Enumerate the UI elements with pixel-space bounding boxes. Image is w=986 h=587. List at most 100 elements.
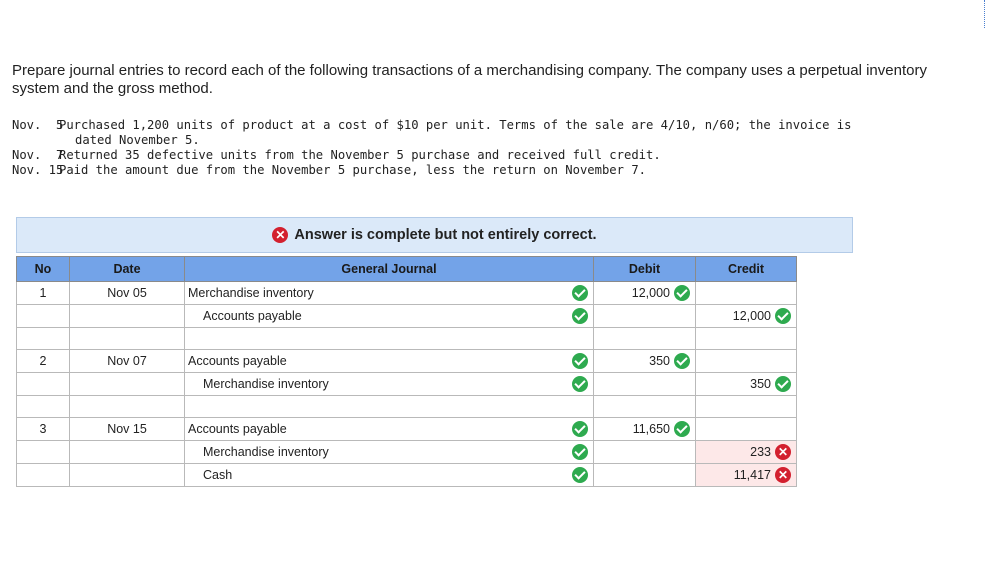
general-journal-table: No Date General Journal Debit Credit 1 N… xyxy=(16,256,797,487)
entry-number xyxy=(16,304,70,328)
check-icon xyxy=(674,353,690,369)
credit-input[interactable]: 11,417 ✕ xyxy=(695,463,797,487)
debit-input[interactable] xyxy=(593,327,696,350)
entry-number xyxy=(16,440,70,464)
date-select[interactable] xyxy=(69,440,185,464)
account-select[interactable]: Merchandise inventory xyxy=(184,281,594,305)
check-icon xyxy=(572,376,588,392)
header-general-journal: General Journal xyxy=(184,256,594,282)
credit-input[interactable] xyxy=(695,281,797,305)
account-name: Accounts payable xyxy=(203,309,302,323)
credit-input[interactable] xyxy=(695,395,797,418)
transaction-text-line: Purchased 1,200 units of product at a co… xyxy=(59,118,852,132)
feedback-banner: ✕ Answer is complete but not entirely co… xyxy=(16,217,853,253)
account-name: Accounts payable xyxy=(188,422,287,436)
debit-input[interactable] xyxy=(593,395,696,418)
credit-input[interactable]: 12,000 xyxy=(695,304,797,328)
credit-value: 11,417 xyxy=(733,468,771,482)
debit-value: 11,650 xyxy=(632,422,670,436)
header-no: No xyxy=(16,256,70,282)
entry-number xyxy=(16,463,70,487)
table-row: 1 Nov 05 Merchandise inventory 12,000 xyxy=(16,281,797,305)
credit-input[interactable]: 350 xyxy=(695,372,797,396)
credit-value: 12,000 xyxy=(732,309,771,323)
entry-number: 1 xyxy=(16,281,70,305)
table-row: 2 Nov 07 Accounts payable 350 xyxy=(16,349,797,373)
credit-value: 233 xyxy=(750,445,771,459)
debit-input[interactable] xyxy=(593,304,696,328)
credit-input[interactable] xyxy=(695,349,797,373)
check-icon xyxy=(572,353,588,369)
check-icon xyxy=(775,376,791,392)
date-select[interactable] xyxy=(69,463,185,487)
entry-number: 3 xyxy=(16,417,70,441)
account-select[interactable]: Merchandise inventory xyxy=(184,440,594,464)
account-select[interactable]: Accounts payable xyxy=(184,304,594,328)
debit-input[interactable]: 11,650 xyxy=(593,417,696,441)
cross-icon: ✕ xyxy=(775,444,791,460)
check-icon xyxy=(674,285,690,301)
account-select[interactable]: Accounts payable xyxy=(184,417,594,441)
table-row: Accounts payable 12,000 xyxy=(16,304,797,328)
check-icon xyxy=(572,467,588,483)
date-select[interactable]: Nov 07 xyxy=(69,349,185,373)
instructions-text: Prepare journal entries to record each o… xyxy=(12,62,927,97)
blank-cell xyxy=(69,395,185,418)
transaction-date: Nov. 5 xyxy=(12,118,64,132)
account-select[interactable]: Accounts payable xyxy=(184,349,594,373)
debit-input[interactable]: 12,000 xyxy=(593,281,696,305)
table-row: 3 Nov 15 Accounts payable 11,650 xyxy=(16,417,797,441)
transaction-item: Nov. 7 Returned 35 defective units from … xyxy=(12,148,959,163)
check-icon xyxy=(572,308,588,324)
debit-input[interactable] xyxy=(593,463,696,487)
debit-input[interactable]: 350 xyxy=(593,349,696,373)
credit-input[interactable]: 233 ✕ xyxy=(695,440,797,464)
account-select[interactable] xyxy=(184,395,594,418)
check-icon xyxy=(572,421,588,437)
blank-cell xyxy=(69,327,185,350)
account-name: Cash xyxy=(203,468,233,482)
transaction-list: Nov. 5 Purchased 1,200 units of product … xyxy=(12,118,959,178)
account-select[interactable]: Merchandise inventory xyxy=(184,372,594,396)
credit-value: 350 xyxy=(750,377,771,391)
date-select[interactable] xyxy=(69,304,185,328)
header-credit: Credit xyxy=(695,256,797,282)
account-name: Accounts payable xyxy=(188,354,287,368)
table-row: Cash 11,417 ✕ xyxy=(16,463,797,487)
transaction-text: Purchased 1,200 units of product at a co… xyxy=(59,118,959,148)
debit-input[interactable] xyxy=(593,440,696,464)
table-row: Merchandise inventory 233 ✕ xyxy=(16,440,797,464)
table-row-blank xyxy=(16,395,797,418)
header-date: Date xyxy=(69,256,185,282)
account-select[interactable]: Cash xyxy=(184,463,594,487)
debit-input[interactable] xyxy=(593,372,696,396)
date-select[interactable]: Nov 05 xyxy=(69,281,185,305)
account-name: Merchandise inventory xyxy=(203,377,329,391)
debit-value: 350 xyxy=(649,354,670,368)
account-select[interactable] xyxy=(184,327,594,350)
blank-cell xyxy=(16,327,70,350)
transaction-item: Nov. 15 Paid the amount due from the Nov… xyxy=(12,163,959,178)
feedback-text: Answer is complete but not entirely corr… xyxy=(294,227,597,243)
account-name: Merchandise inventory xyxy=(188,286,314,300)
credit-input[interactable] xyxy=(695,327,797,350)
table-row: Merchandise inventory 350 xyxy=(16,372,797,396)
check-icon xyxy=(572,285,588,301)
entry-number: 2 xyxy=(16,349,70,373)
date-select[interactable] xyxy=(69,372,185,396)
debit-value: 12,000 xyxy=(631,286,670,300)
scroll-edge-indicator xyxy=(984,0,985,28)
transaction-item: Nov. 5 Purchased 1,200 units of product … xyxy=(12,118,959,148)
date-select[interactable]: Nov 15 xyxy=(69,417,185,441)
transaction-text: Returned 35 defective units from the Nov… xyxy=(59,148,661,162)
transaction-date: Nov. 15 xyxy=(12,163,64,177)
transaction-date: Nov. 7 xyxy=(12,148,64,162)
transaction-text-continuation: dated November 5. xyxy=(75,133,200,147)
check-icon xyxy=(572,444,588,460)
blank-cell xyxy=(16,395,70,418)
entry-number xyxy=(16,372,70,396)
cross-icon: ✕ xyxy=(272,227,289,243)
table-row-blank xyxy=(16,327,797,350)
transaction-text: Paid the amount due from the November 5 … xyxy=(59,163,646,177)
credit-input[interactable] xyxy=(695,417,797,441)
